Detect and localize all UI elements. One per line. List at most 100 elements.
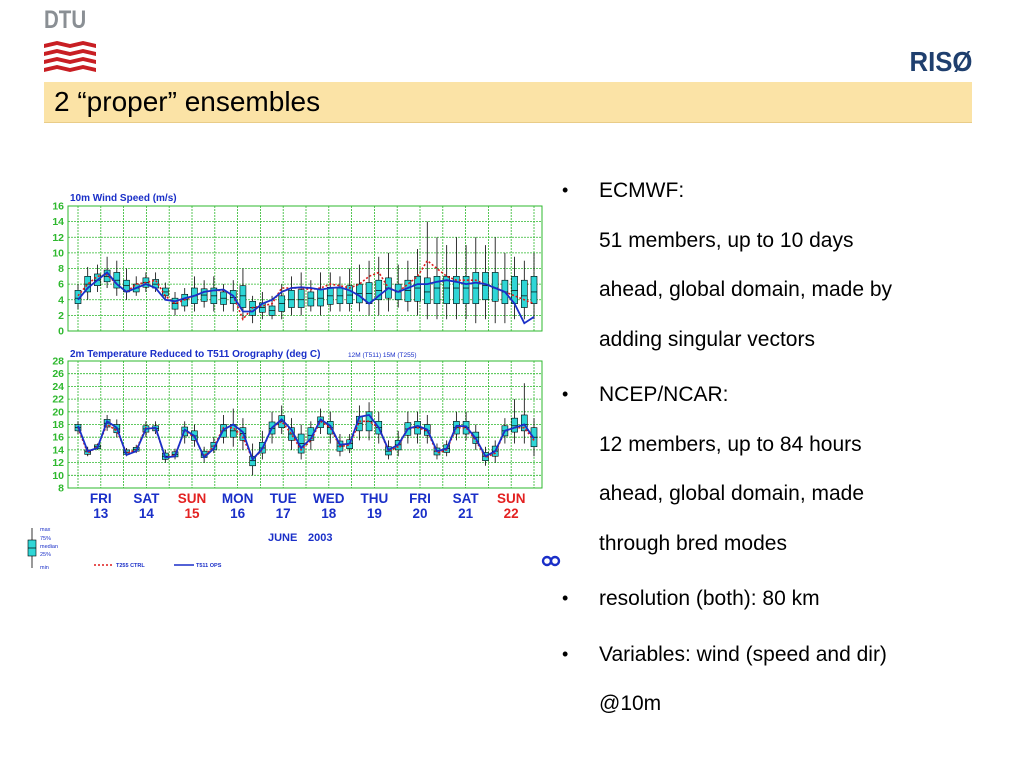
bullet-line: @10m [599,692,662,715]
dtu-logo-text: DTU [44,6,87,34]
x-day-label: TUE [270,491,297,506]
dtu-waves-icon [44,41,96,72]
x-date-label: 14 [139,506,155,521]
chart-title: 2m Temperature Reduced to T511 Orography… [70,349,320,360]
ecmwf-mark-icon [541,555,561,567]
legend-line-label: T511 OPS [196,563,222,569]
x-date-label: 21 [458,506,474,521]
x-day-label: FRI [90,491,112,506]
y-tick-label: 6 [58,279,64,291]
riso-logo: RISØ [909,46,972,77]
y-tick-label: 28 [52,356,64,368]
y-tick-label: 8 [58,483,64,495]
x-date-label: 22 [504,506,519,521]
bullet-dot-icon: • [562,180,569,200]
box-iqr [433,276,441,304]
box-iqr [520,279,528,308]
bullet-line: ahead, global domain, made [599,482,865,505]
series-line [77,271,535,325]
y-tick-label: 2 [58,310,64,322]
box-iqr [520,414,528,432]
bullet-line: 51 members, up to 10 days [599,228,854,252]
x-year-label: 2003 [308,532,332,544]
y-tick-label: 10 [52,470,64,482]
ecmwf-mark-ring [549,555,561,567]
x-date-label: 20 [412,506,427,521]
chart-title: 10m Wind Speed (m/s) [70,193,177,204]
box-iqr [482,272,489,301]
dtu-logo: DTU [44,6,96,78]
ensemble-chart: 0 2 4 6 8 10 12 14 16 10m Wind Speed (m/s) 8 10 12 14… [24,180,570,580]
bullet-ncep: • NCEP/NCAR: 12 members, up to 84 hours … [562,370,982,568]
box-iqr [375,279,383,301]
bullet-list: • ECMWF: 51 members, up to 10 days ahead… [562,166,982,729]
box-iqr [453,276,460,304]
box-iqr [239,285,247,308]
box-iqr [530,276,538,304]
y-tick-label: 16 [52,201,64,213]
box-iqr [404,279,412,302]
y-tick-label: 20 [52,406,64,418]
bullet-line: ECMWF: [599,179,685,202]
page-title: 2 “proper” ensembles [54,86,321,117]
legend-box-label: min [40,565,49,571]
bullet-line: ahead, global domain, made by [599,278,893,301]
y-tick-label: 18 [52,419,64,431]
title-bar: 2 “proper” ensembles [44,82,972,123]
box-iqr [288,290,295,308]
box-iqr [423,277,431,304]
x-date-label: 19 [367,506,382,521]
y-tick-label: 12 [52,457,64,469]
box-iqr [443,276,450,304]
x-day-label: MON [222,491,254,506]
y-tick-label: 4 [58,294,64,306]
box-iqr [511,417,518,433]
x-day-label: SUN [497,491,526,506]
legend-box-label: median [40,544,58,550]
legend-box-label: max [40,527,51,533]
box-iqr [462,276,470,304]
box-iqr [317,288,324,307]
x-date-label: 15 [184,506,200,521]
legend-box-label: 75% [40,536,51,542]
box-iqr [414,276,421,302]
y-tick-label: 10 [52,247,64,259]
x-day-label: SUN [178,491,207,506]
series-line [77,414,535,462]
x-date-label: 17 [276,506,291,521]
x-day-label: THU [361,491,389,506]
y-tick-label: 14 [52,444,64,456]
y-tick-label: 22 [52,394,64,406]
y-tick-label: 8 [58,263,64,275]
x-month-label: JUNE [268,532,297,544]
box-iqr [297,289,305,308]
y-tick-label: 14 [52,216,64,228]
x-date-label: 13 [93,506,109,521]
x-day-label: WED [313,491,345,506]
bullet-line: resolution (both): 80 km [599,587,820,610]
bullet-dot-icon: • [562,643,569,664]
box-iqr [346,285,353,304]
legend-box-label: 25% [40,552,51,558]
x-date-label: 16 [230,506,246,521]
chart-subtitle: 12M (T511) 15M (T255) [348,352,417,359]
y-tick-label: 16 [52,432,64,444]
legend-line-label: T255 CTRL [116,563,145,569]
series-line [77,259,535,321]
bullet-ecmwf: • ECMWF: 51 members, up to 10 days ahead… [562,166,982,364]
x-date-label: 18 [321,506,337,521]
bullet-dot-icon: • [562,384,569,404]
box-iqr [511,276,518,304]
bullet-line: NCEP/NCAR: [599,383,729,406]
bullet-line: 12 members, up to 84 hours [599,432,862,456]
bullet-resolution: • resolution (both): 80 km [562,574,982,624]
box-iqr [307,291,315,307]
x-day-label: FRI [409,491,431,506]
bullet-variables: • Variables: wind (speed and dir) @10m [562,630,982,729]
bullet-line: Variables: wind (speed and dir) [599,642,887,666]
bullet-line: adding singular vectors [599,327,815,351]
box-iqr [365,282,373,304]
y-tick-label: 0 [58,326,64,338]
y-tick-label: 26 [52,368,64,380]
